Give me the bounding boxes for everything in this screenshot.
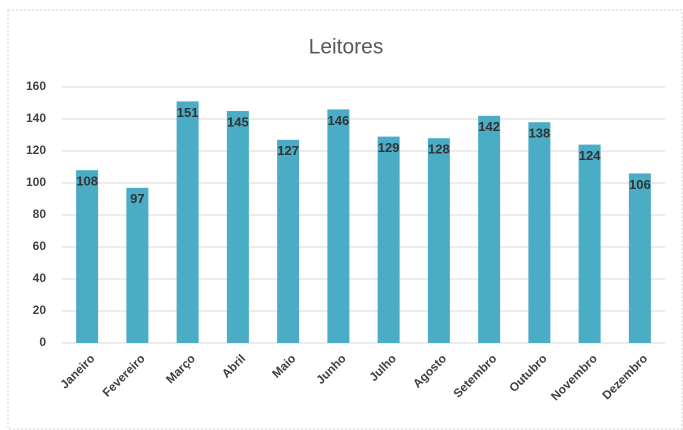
x-tick-label: Agosto [410, 351, 449, 390]
x-tick-label: Dezembro [599, 351, 650, 402]
bar [377, 136, 400, 343]
data-label: 145 [227, 114, 249, 129]
data-label: 108 [76, 174, 98, 189]
x-tick-label: Julho [366, 351, 399, 384]
x-tick-label: Abril [219, 351, 248, 380]
x-tick-label: Setembro [450, 351, 499, 400]
y-tick-label: 0 [39, 335, 46, 349]
bar [427, 138, 450, 343]
y-tick-label: 60 [33, 239, 47, 253]
y-tick-label: 140 [26, 111, 46, 125]
bar [628, 173, 651, 343]
data-label: 128 [428, 142, 450, 157]
bar [478, 115, 501, 343]
y-tick-label: 80 [33, 207, 47, 221]
bar [277, 139, 300, 343]
bar [327, 109, 350, 344]
bar [76, 170, 99, 343]
data-label: 138 [529, 126, 551, 141]
data-label: 127 [277, 143, 299, 158]
data-label: 97 [130, 191, 144, 206]
x-tick-label: Janeiro [57, 351, 97, 391]
y-tick-label: 120 [26, 143, 46, 157]
y-tick-label: 40 [33, 271, 47, 285]
data-label: 146 [328, 113, 350, 128]
x-tick-label: Maio [269, 351, 298, 380]
bar [126, 187, 149, 343]
y-tick-label: 20 [33, 303, 47, 317]
data-label: 106 [629, 177, 651, 192]
data-label: 151 [177, 105, 199, 120]
chart-title: Leitores [309, 36, 384, 59]
bar [176, 101, 199, 344]
data-label: 124 [579, 148, 601, 163]
x-tick-label: Fevereiro [100, 351, 148, 399]
data-label: 142 [478, 119, 500, 134]
chart-border [7, 9, 683, 430]
bar [578, 144, 601, 343]
x-tick-label: Outubro [506, 351, 549, 394]
data-label: 129 [378, 140, 400, 155]
bar [226, 111, 249, 343]
y-tick-label: 100 [26, 175, 46, 189]
x-tick-label: Junho [313, 351, 348, 386]
bar [528, 122, 551, 343]
y-tick-label: 160 [26, 79, 46, 93]
x-tick-label: Março [163, 351, 198, 386]
x-tick-label: Novembro [548, 351, 600, 403]
